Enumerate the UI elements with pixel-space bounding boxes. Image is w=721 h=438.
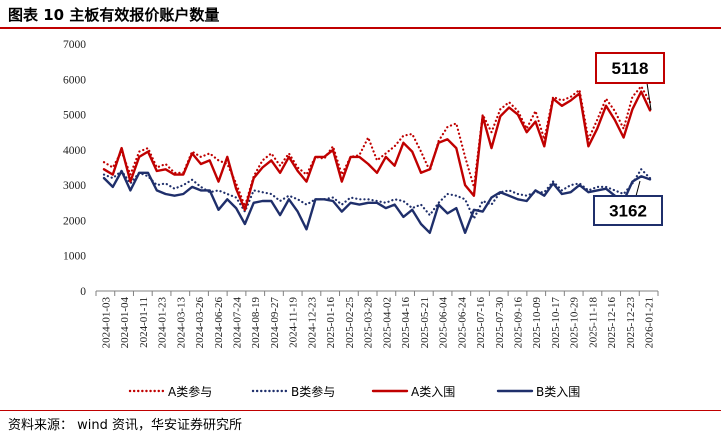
y-tick-label: 7000 bbox=[63, 39, 86, 51]
series-line-B类参与 bbox=[102, 168, 652, 220]
chart-title: 图表 10 主板有效报价账户数量 bbox=[8, 6, 220, 24]
y-tick-label: 1000 bbox=[63, 251, 86, 263]
x-tick-label: 2025-11-18 bbox=[587, 297, 599, 348]
x-tick-label: 2025-12-23 bbox=[625, 297, 637, 349]
series-line-A类参与 bbox=[102, 85, 652, 208]
series-line-B类入围 bbox=[102, 169, 652, 235]
x-tick-label: 2025-06-04 bbox=[438, 297, 450, 349]
x-tick-label: 2025-05-21 bbox=[419, 297, 431, 348]
y-tick-label: 2000 bbox=[63, 215, 86, 227]
callout-box bbox=[593, 195, 663, 226]
x-tick-label: 2025-04-02 bbox=[381, 297, 393, 348]
x-tick-label: 2024-03-13 bbox=[175, 297, 187, 349]
x-tick-label: 2024-06-26 bbox=[213, 297, 225, 349]
x-tick-label: 2024-03-26 bbox=[194, 297, 206, 349]
x-tick-label: 2025-02-25 bbox=[344, 297, 356, 349]
y-tick-label: 5000 bbox=[63, 110, 86, 122]
x-tick-label: 2024-12-23 bbox=[306, 297, 318, 349]
x-tick-label: 2025-10-17 bbox=[550, 297, 562, 349]
x-tick-label: 2024-09-27 bbox=[269, 297, 281, 349]
y-tick-label: 4000 bbox=[63, 145, 86, 157]
legend-label: A类入围 bbox=[411, 385, 455, 399]
x-tick-label: 2025-06-24 bbox=[456, 297, 468, 349]
x-tick-label: 2025-01-16 bbox=[325, 297, 337, 349]
y-tick-label: 3000 bbox=[63, 180, 86, 192]
legend-label: B类入围 bbox=[536, 385, 580, 399]
y-tick-label: 0 bbox=[80, 286, 86, 298]
x-tick-label: 2024-08-19 bbox=[250, 297, 262, 349]
x-tick-label: 2025-12-16 bbox=[606, 297, 618, 349]
x-tick-label: 2025-03-28 bbox=[363, 297, 375, 349]
x-tick-label: 2025-10-29 bbox=[569, 297, 581, 349]
source-note: 资料来源： wind 资讯，华安证券研究所 bbox=[8, 418, 243, 433]
x-tick-label: 2025-09-16 bbox=[513, 297, 525, 349]
x-tick-label: 2025-07-16 bbox=[475, 297, 487, 349]
callout-leader bbox=[635, 180, 641, 197]
x-tick-label: 2024-01-11 bbox=[138, 297, 150, 348]
callout-label: 3162 bbox=[609, 202, 647, 221]
callout-box bbox=[595, 52, 665, 84]
x-tick-label: 2024-11-19 bbox=[288, 297, 300, 348]
title-divider bbox=[0, 27, 721, 29]
source-divider bbox=[0, 410, 721, 411]
x-tick-label: 2026-01-21 bbox=[644, 297, 656, 348]
x-tick-label: 2025-07-30 bbox=[494, 297, 506, 349]
x-tick-label: 2024-01-03 bbox=[100, 297, 112, 349]
y-tick-label: 6000 bbox=[63, 74, 86, 86]
x-tick-label: 2024-01-04 bbox=[119, 297, 131, 349]
line-chart: 0 1000 2000 3000 4000 5000 6000 7000 2024-01-03 2… bbox=[63, 39, 665, 399]
callout-label: 5118 bbox=[612, 59, 649, 78]
x-tick-label: 2024-07-24 bbox=[232, 297, 244, 349]
x-tick-label: 2024-01-23 bbox=[157, 297, 169, 349]
series-line-A类入围 bbox=[102, 90, 652, 212]
legend-label: A类参与 bbox=[168, 384, 212, 399]
legend-label: B类参与 bbox=[291, 384, 335, 399]
callout-leader bbox=[646, 82, 652, 111]
x-tick-label: 2025-04-16 bbox=[400, 297, 412, 349]
x-tick-label: 2025-10-09 bbox=[531, 297, 543, 349]
